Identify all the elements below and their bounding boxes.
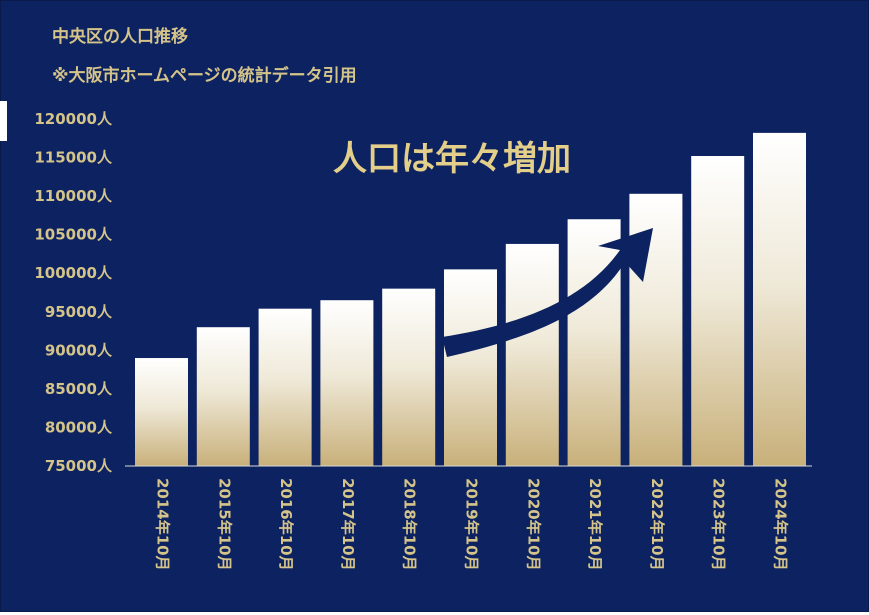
chart-title: 中央区の人口推移 xyxy=(52,27,188,47)
chart-source-note: ※大阪市ホームページの統計データ引用 xyxy=(52,66,357,86)
x-tick-label: 2021年10月 xyxy=(586,478,604,571)
y-tick-label: 80000人 xyxy=(45,418,113,436)
trend-arrow xyxy=(442,228,653,357)
x-tick-label: 2019年10月 xyxy=(463,478,481,571)
y-tick-label: 110000人 xyxy=(34,187,113,205)
x-tick-label: 2023年10月 xyxy=(710,478,728,571)
y-tick-label: 115000人 xyxy=(34,149,113,167)
x-tick-label: 2020年10月 xyxy=(524,478,542,571)
bar xyxy=(505,243,559,466)
bar-series xyxy=(135,132,806,466)
bar xyxy=(135,358,188,466)
y-tick-label: 120000人 xyxy=(34,110,113,128)
y-axis: 75000人 80000人 85000人 90000人 95000人 100000人 105… xyxy=(34,110,113,475)
bar xyxy=(567,219,621,466)
bar xyxy=(691,156,745,466)
y-tick-label: 75000人 xyxy=(45,457,113,475)
bar xyxy=(320,300,374,466)
y-tick-label: 95000人 xyxy=(45,303,113,321)
x-tick-label: 2015年10月 xyxy=(215,478,233,571)
y-tick-label: 90000人 xyxy=(45,341,113,359)
x-tick-label: 2016年10月 xyxy=(277,478,295,571)
x-tick-label: 2022年10月 xyxy=(648,478,666,571)
panel-notch xyxy=(0,101,7,141)
bar xyxy=(753,132,806,466)
bar xyxy=(196,327,250,466)
x-tick-label: 2014年10月 xyxy=(154,478,172,571)
x-tick-label: 2018年10月 xyxy=(401,478,419,571)
x-tick-label: 2024年10月 xyxy=(772,478,790,571)
x-tick-label: 2017年10月 xyxy=(339,478,357,571)
bar xyxy=(382,288,436,466)
y-tick-label: 100000人 xyxy=(34,264,113,282)
y-tick-label: 105000人 xyxy=(34,226,113,244)
bar xyxy=(444,269,497,466)
bar xyxy=(258,308,312,466)
annotation-label: 人口は年々増加 xyxy=(333,139,571,179)
x-axis: 2014年10月 2015年10月 2016年10月 2017年10月 2018年10月… xyxy=(125,465,812,571)
y-tick-label: 85000人 xyxy=(45,380,113,398)
